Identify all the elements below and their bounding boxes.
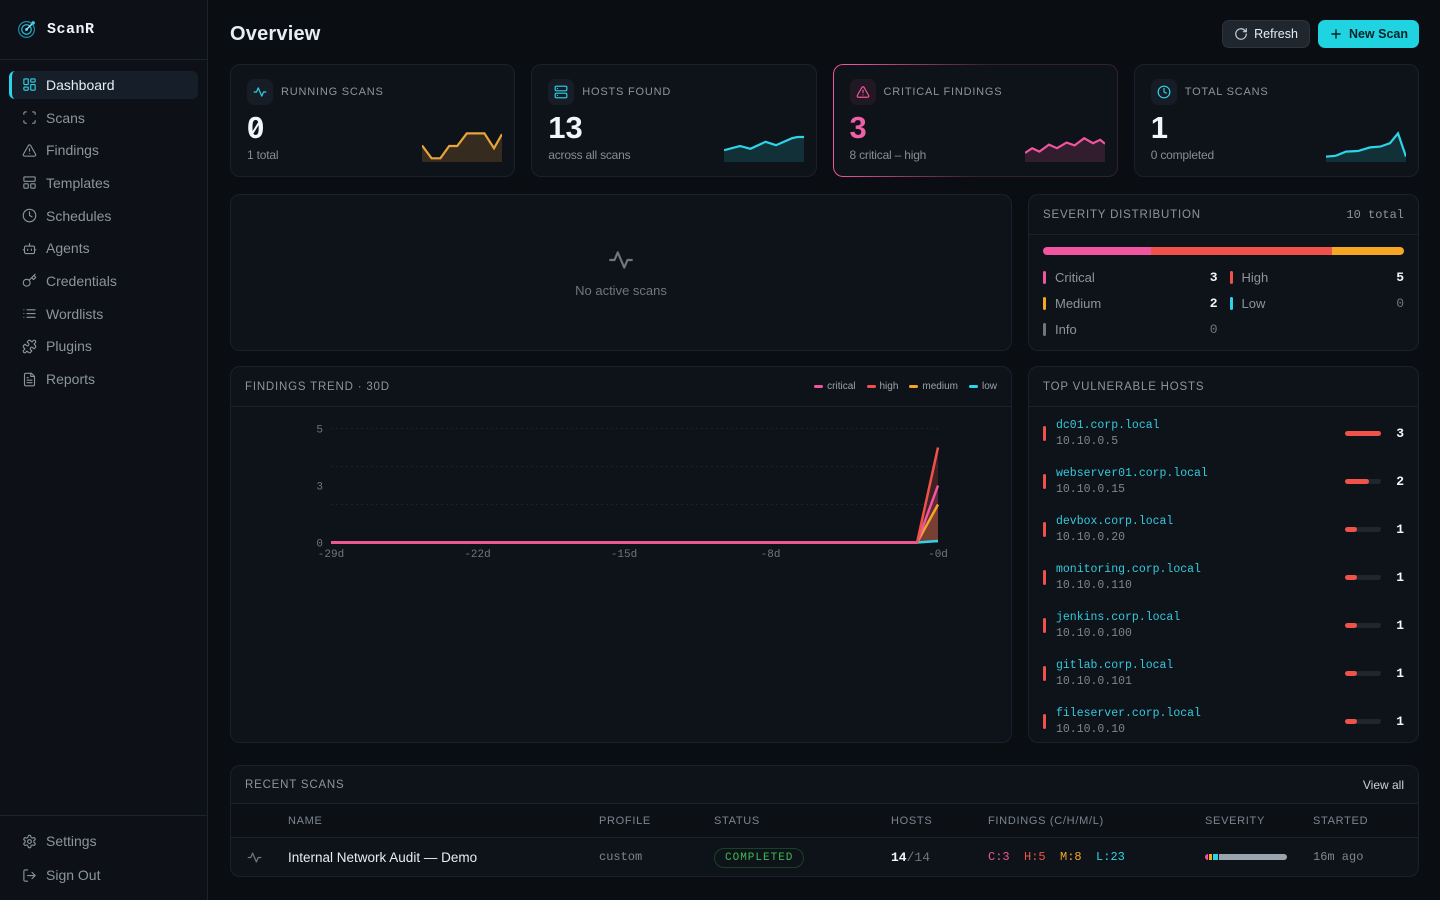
svg-text:-22d: -22d bbox=[464, 549, 490, 561]
svg-text:3: 3 bbox=[316, 482, 323, 494]
svg-text:-15d: -15d bbox=[611, 549, 637, 561]
svg-text:-0d: -0d bbox=[928, 549, 948, 561]
svg-text:-8d: -8d bbox=[761, 549, 781, 561]
svg-text:-29d: -29d bbox=[318, 549, 344, 561]
svg-text:5: 5 bbox=[316, 425, 323, 437]
svg-text:0: 0 bbox=[316, 539, 323, 551]
